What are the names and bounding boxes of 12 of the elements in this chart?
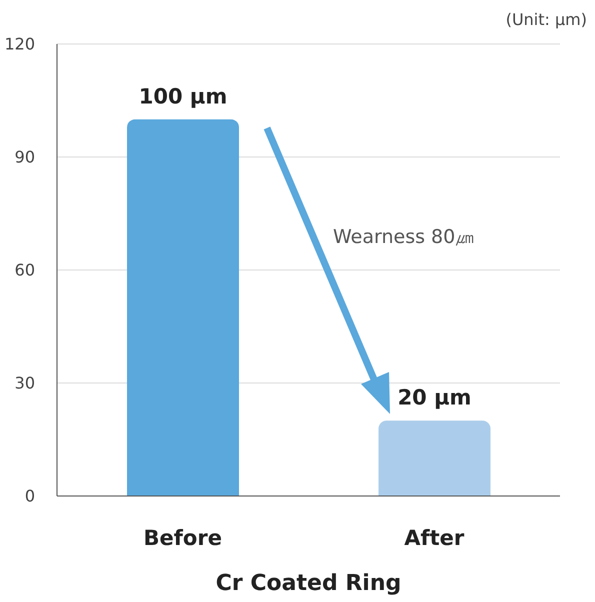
y-tick-label: 90 xyxy=(14,148,35,167)
annotation: Wearness 80㎛ xyxy=(333,225,474,250)
x-tick-label: Before xyxy=(144,526,222,550)
y-tick-label: 120 xyxy=(4,34,35,54)
text: (Unit: µm) xyxy=(506,10,587,29)
data-label: 20 µm xyxy=(398,386,472,410)
x-tick-label: After xyxy=(404,526,465,550)
y-tick-label: 30 xyxy=(14,374,35,393)
y-tick-label: 60 xyxy=(14,260,35,280)
x-axis-title: Cr Coated Ring xyxy=(216,571,402,596)
data-label: 100 µm xyxy=(138,84,228,108)
y-tick-label: 0 xyxy=(24,486,35,506)
